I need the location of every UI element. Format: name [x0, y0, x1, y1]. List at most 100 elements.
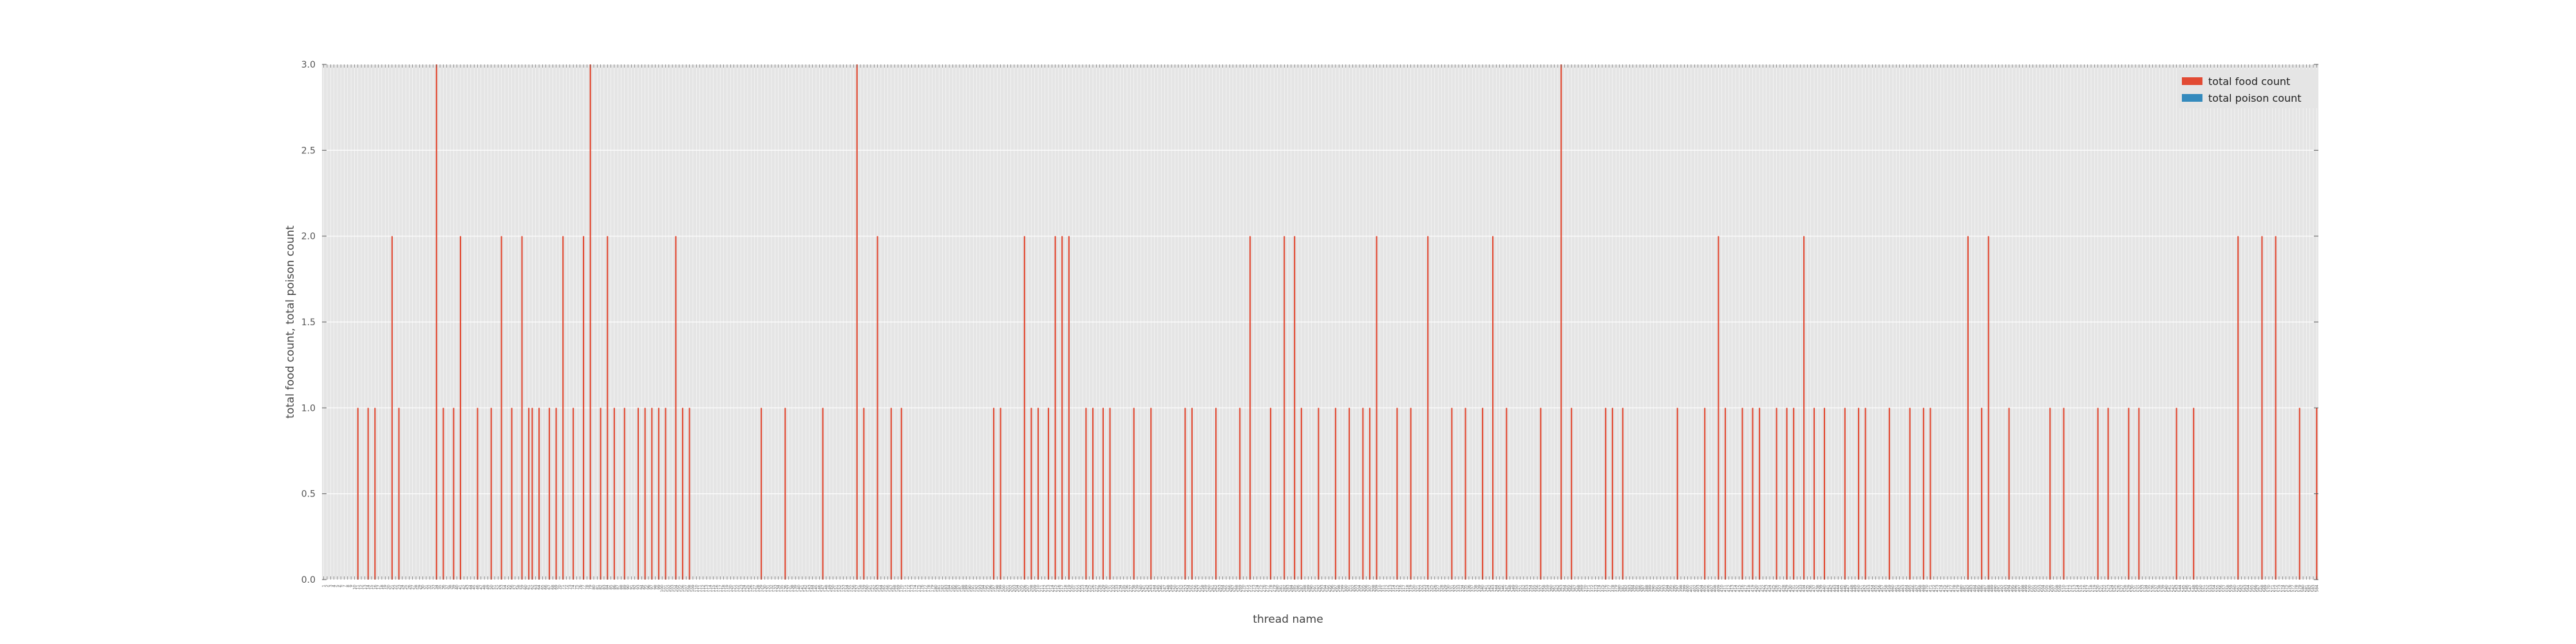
x-tick-label: 572: [2274, 585, 2278, 592]
x-tick-label: 505: [2045, 585, 2049, 592]
x-tick-label: 311: [1381, 585, 1386, 592]
bar-food-count: [1191, 408, 1193, 580]
x-tick-label: 35: [438, 585, 442, 590]
x-tick-label: 218: [1064, 585, 1068, 592]
bar-food-count: [1622, 408, 1624, 580]
x-tick-label: 128: [756, 585, 761, 592]
x-tick-label: 313: [1388, 585, 1393, 592]
x-tick-label: 13: [363, 585, 367, 590]
x-tick-label: 436: [1809, 585, 1814, 592]
x-tick-label: 49: [486, 585, 490, 590]
x-tick-label: 515: [2079, 585, 2083, 592]
bar-food-count: [1239, 408, 1241, 580]
x-tick-label: 157: [855, 585, 860, 592]
x-tick-label: 348: [1508, 585, 1513, 592]
bar-food-count: [900, 408, 902, 580]
x-tick-label: 174: [913, 585, 918, 592]
x-tick-label: 186: [954, 585, 959, 592]
x-tick-label: 173: [910, 585, 914, 592]
x-tick-label: 549: [2195, 585, 2200, 592]
x-tick-label: 171: [903, 585, 907, 592]
x-tick-label: 434: [1802, 585, 1806, 592]
x-tick-label: 132: [770, 585, 774, 592]
x-tick-label: 478: [1953, 585, 1957, 592]
x-tick-label: 43: [466, 585, 470, 590]
x-tick-label: 437: [1812, 585, 1817, 592]
x-tick-label: 540: [2164, 585, 2169, 592]
x-tick-label: 270: [1242, 585, 1246, 592]
x-tick-label: 226: [1091, 585, 1095, 592]
x-tick-label: 344: [1494, 585, 1499, 592]
x-tick-label: 114: [708, 585, 712, 592]
x-tick-label: 126: [749, 585, 753, 592]
x-tick-label: 127: [752, 585, 757, 592]
x-tick-label: 504: [2041, 585, 2046, 592]
x-tick-label: 5: [336, 585, 340, 587]
x-tick-label: 352: [1522, 585, 1526, 592]
x-tick-label: 151: [835, 585, 839, 592]
bar-food-count: [623, 408, 625, 580]
bar-food-count: [1482, 408, 1484, 580]
x-tick-label: 243: [1149, 585, 1153, 592]
x-tick-label: 395: [1669, 585, 1673, 592]
x-tick-label: 95: [643, 585, 648, 590]
bar-food-count: [1023, 236, 1025, 580]
x-tick-label: 172: [906, 585, 911, 592]
bar-food-count: [1464, 408, 1466, 580]
x-tick-label: 428: [1781, 585, 1786, 592]
x-tick-label: 32: [428, 585, 432, 590]
bar-food-count: [1909, 408, 1911, 580]
bar-food-count: [1410, 408, 1412, 580]
x-tick-label: 213: [1046, 585, 1051, 592]
bar-food-count: [391, 236, 393, 580]
x-tick-label: 318: [1405, 585, 1410, 592]
x-tick-label: 159: [862, 585, 866, 592]
x-tick-label: 142: [804, 585, 808, 592]
x-tick-label: 200: [1002, 585, 1007, 592]
x-tick-label: 68: [551, 585, 555, 590]
x-tick-label: 461: [1894, 585, 1899, 592]
x-tick-label: 261: [1211, 585, 1215, 592]
x-tick-label: 404: [1700, 585, 1704, 592]
x-tick-label: 485: [1976, 585, 1981, 592]
bar-food-count: [1294, 236, 1296, 580]
x-tick-label: 500: [2027, 585, 2032, 592]
x-tick-label: 483: [1969, 585, 1974, 592]
x-tick-label: 193: [978, 585, 983, 592]
x-tick-label: 196: [989, 585, 993, 592]
x-tick-label: 66: [544, 585, 549, 590]
x-tick-label: 378: [1611, 585, 1615, 592]
x-tick-label: 471: [1929, 585, 1933, 592]
legend: total food count total poison count: [2177, 70, 2317, 108]
x-tick-label: 295: [1327, 585, 1331, 592]
x-tick-label: 170: [900, 585, 904, 592]
x-tick-label: 60: [524, 585, 528, 590]
x-tick-label: 291: [1313, 585, 1318, 592]
x-tick-label: 491: [1997, 585, 2002, 592]
x-tick-label: 22: [393, 585, 398, 590]
x-tick-label: 214: [1050, 585, 1054, 592]
x-tick-label: 247: [1162, 585, 1167, 592]
x-tick-label: 111: [698, 585, 703, 592]
x-tick-label: 184: [947, 585, 952, 592]
x-tick-label: 164: [879, 585, 884, 592]
x-tick-label: 86: [612, 585, 617, 590]
x-tick-label: 63: [534, 585, 538, 590]
x-tick-label: 223: [1081, 585, 1085, 592]
x-tick-label: 246: [1159, 585, 1164, 592]
x-tick-label: 190: [968, 585, 972, 592]
bar-food-count: [589, 64, 591, 580]
x-tick-label: 228: [1098, 585, 1103, 592]
bar-food-count: [1540, 408, 1542, 580]
bar-food-count: [1269, 408, 1272, 580]
x-tick-label: 390: [1652, 585, 1656, 592]
x-tick-label: 136: [783, 585, 788, 592]
x-tick-label: 27: [411, 585, 415, 590]
x-tick-label: 141: [800, 585, 805, 592]
x-tick-label: 323: [1423, 585, 1427, 592]
x-tick-label: 183: [944, 585, 949, 592]
x-tick-label: 383: [1627, 585, 1632, 592]
x-tick-label: 294: [1323, 585, 1328, 592]
x-tick-label: 518: [2089, 585, 2094, 592]
bar-food-count: [1844, 408, 1846, 580]
